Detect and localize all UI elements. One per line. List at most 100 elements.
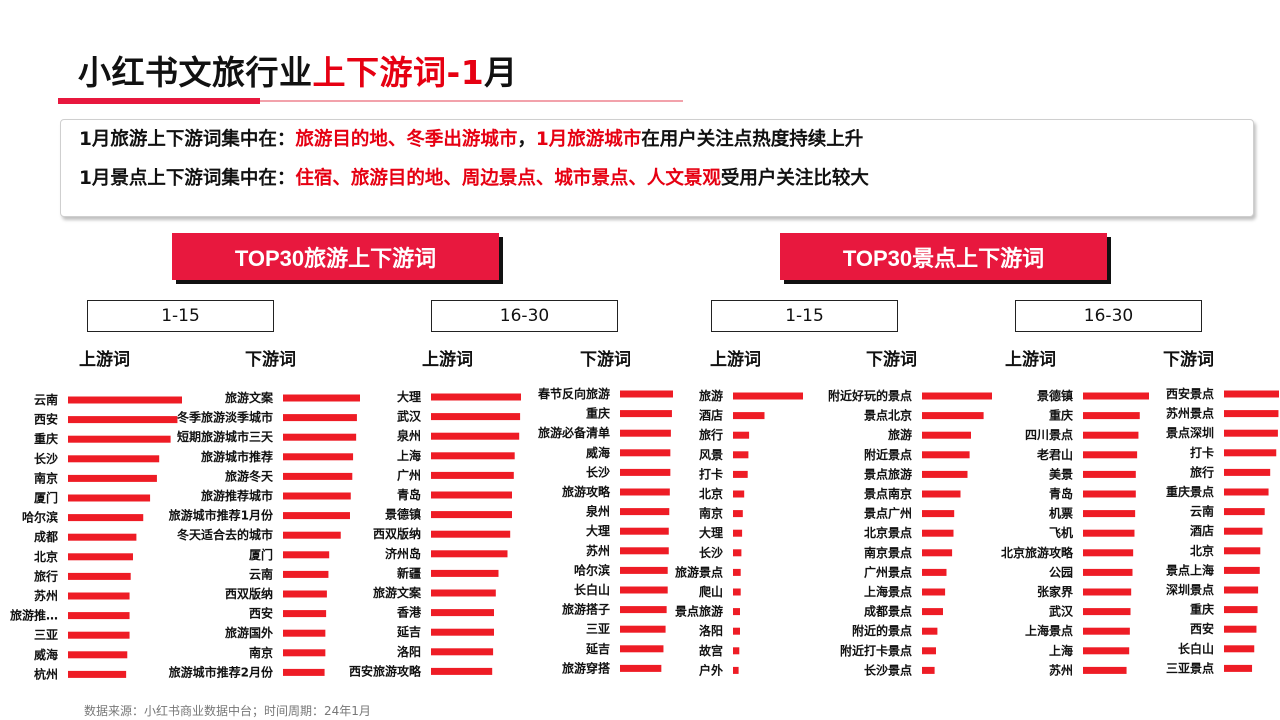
- bar: [733, 529, 743, 537]
- bar: [68, 651, 128, 659]
- summary-segment: 1月景点上下游词集中在：: [79, 168, 296, 189]
- bar: [922, 490, 961, 498]
- bar-label: 北京: [699, 486, 723, 501]
- bar: [620, 468, 671, 476]
- bar-label: 景点旅游: [864, 466, 912, 481]
- bar: [733, 568, 741, 576]
- bar-label: 旅游推…: [10, 608, 58, 623]
- bar: [283, 433, 357, 441]
- bar-label: 四川景点: [1025, 427, 1073, 442]
- bar: [283, 453, 354, 461]
- bar: [922, 431, 971, 439]
- summary-segment: ，: [517, 129, 536, 150]
- bar-label: 张家界: [1037, 584, 1073, 599]
- bar: [1083, 666, 1127, 674]
- bar-label: 故宫: [699, 643, 723, 658]
- bar: [431, 530, 511, 538]
- bar-label: 老君山: [1037, 447, 1073, 462]
- bar-label: 云南: [249, 566, 273, 581]
- bar-label: 云南: [1190, 504, 1214, 519]
- bar-label: 大理: [699, 525, 723, 540]
- column-header-upstream: 上游词: [1005, 350, 1056, 370]
- bar: [431, 589, 496, 597]
- bar: [733, 451, 749, 459]
- bar: [922, 549, 953, 557]
- bar-label: 景点深圳: [1166, 425, 1214, 440]
- bar: [431, 569, 499, 577]
- bar: [283, 668, 325, 676]
- bar-label: 广州景点: [864, 564, 912, 579]
- bar-label: 南京: [699, 506, 723, 521]
- bar-label: 旅游城市推荐: [201, 449, 273, 464]
- bar: [1083, 392, 1149, 400]
- bar: [283, 590, 327, 598]
- bar: [283, 472, 353, 480]
- bar: [620, 664, 662, 672]
- bar-label: 重庆: [586, 406, 610, 421]
- bar: [1083, 470, 1136, 478]
- bar-label: 香港: [396, 605, 422, 620]
- bar-label: 三亚: [34, 628, 58, 642]
- bar-label: 杭州: [34, 666, 58, 681]
- bar: [733, 431, 750, 439]
- bar-label: 深圳景点: [1166, 582, 1214, 597]
- bar-label: 西安: [1190, 621, 1214, 636]
- bar-label: 南京: [34, 470, 58, 485]
- bar-label: 长白山: [574, 582, 610, 597]
- bar-label: 成都: [34, 529, 58, 544]
- column-header-downstream: 下游词: [245, 350, 296, 370]
- bar-label: 旅游景点: [675, 564, 723, 579]
- bar-label: 北京旅游攻略: [1001, 545, 1074, 560]
- bar-label: 威海: [586, 445, 610, 460]
- bar-label: 三亚: [586, 622, 610, 636]
- bar-label: 机票: [1049, 506, 1073, 521]
- bar-label: 西安景点: [1166, 386, 1214, 401]
- bar: [620, 390, 673, 398]
- bar: [620, 586, 668, 594]
- bar: [68, 416, 178, 424]
- data-source-note: 数据来源：小红书商业数据中台；时间周期：24年1月: [84, 704, 371, 718]
- bar-label: 冬季旅游淡季城市: [177, 410, 273, 425]
- bar-label: 公园: [1049, 565, 1073, 579]
- bar-label: 上海: [397, 448, 421, 463]
- bar-label: 打卡: [1190, 445, 1214, 460]
- range-box-scenic-16-30: 16-30: [1015, 300, 1202, 332]
- bar-label: 风景: [699, 448, 723, 462]
- summary-segment: 旅游目的地、冬季出游城市: [295, 129, 518, 150]
- bar: [283, 492, 351, 500]
- bar-label: 哈尔滨: [574, 562, 610, 577]
- bar-label: 长沙: [586, 464, 610, 479]
- bar-label: 旅游穿搭: [562, 660, 611, 675]
- bar-label: 上海景点: [864, 584, 912, 599]
- bar-charts: 云南西安重庆长沙南京厦门哈尔滨成都北京旅行苏州旅游推…三亚威海杭州旅游文案冬季旅…: [10, 386, 1279, 681]
- bar: [431, 667, 493, 675]
- bar: [620, 606, 667, 614]
- bar-label: 附近的景点: [852, 623, 912, 638]
- bar: [922, 568, 947, 576]
- bar-label: 武汉: [397, 409, 422, 424]
- bar-label: 上海: [1049, 643, 1073, 658]
- bar-label: 飞机: [1049, 525, 1073, 540]
- bar: [922, 529, 954, 537]
- bar: [1083, 451, 1138, 459]
- bar-label: 哈尔滨: [22, 510, 58, 525]
- bar: [431, 628, 494, 636]
- bar-label: 西双版纳: [225, 586, 273, 601]
- title-highlight: 上下游词-1: [312, 53, 485, 92]
- column-header-upstream: 上游词: [79, 350, 130, 370]
- bar-label: 南京: [249, 645, 273, 660]
- bar: [431, 393, 521, 401]
- travel-section-banner: TOP30旅游上下游词: [172, 233, 499, 280]
- bar-label: 长沙: [699, 545, 723, 560]
- page-title: 小红书文旅行业上下游词-1月: [78, 46, 518, 94]
- bar-label: 旅行: [1190, 464, 1214, 479]
- bar: [431, 452, 515, 460]
- bar-label: 旅游城市推荐2月份: [169, 664, 274, 679]
- summary-segment: 1月旅游上下游词集中在：: [79, 129, 296, 150]
- bar: [922, 588, 946, 596]
- bar: [1224, 449, 1277, 457]
- bar-label: 西安旅游攻略: [349, 663, 422, 678]
- bar-label: 重庆: [1190, 602, 1214, 617]
- bar-label: 青岛: [1049, 486, 1073, 501]
- scenic-section-banner: TOP30景点上下游词: [780, 233, 1107, 280]
